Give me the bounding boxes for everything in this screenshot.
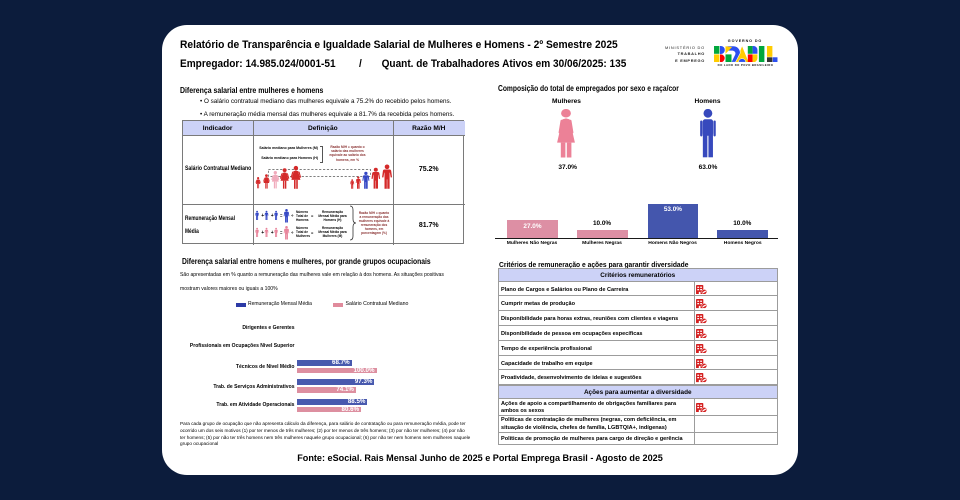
svg-text:÷: ÷ [291, 230, 294, 235]
svg-text:=: = [280, 230, 283, 235]
svg-text:+: + [271, 213, 274, 219]
svg-text:+: + [261, 213, 264, 219]
svg-text:÷: ÷ [291, 213, 294, 218]
svg-text:+: + [271, 230, 274, 236]
svg-text:+: + [261, 230, 264, 236]
svg-text:=: = [280, 213, 283, 218]
